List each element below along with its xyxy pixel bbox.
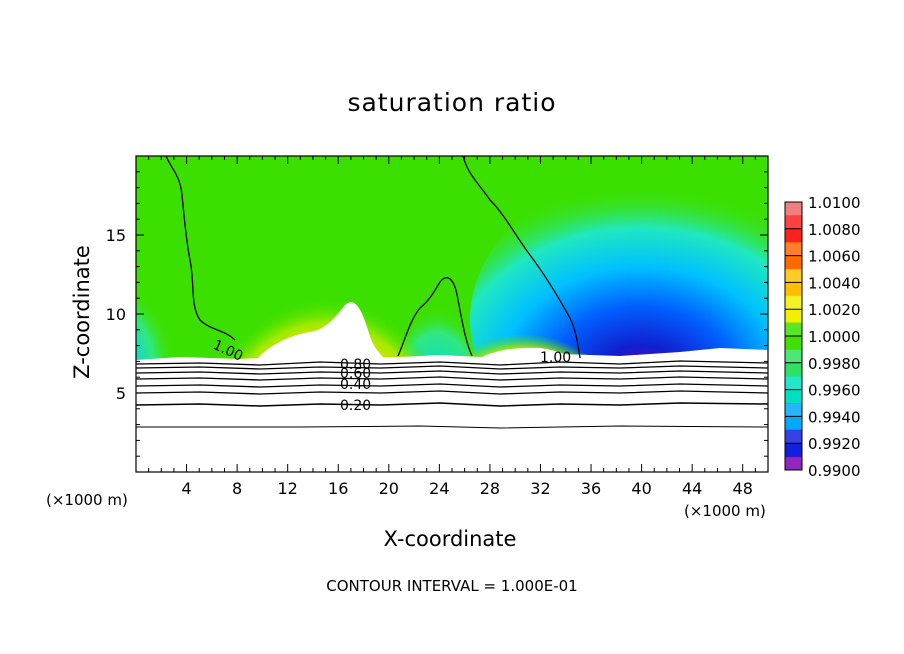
colorbar-swatch — [785, 376, 802, 391]
x-tick-label: 4 — [181, 479, 191, 498]
contour-lines — [136, 156, 768, 429]
colorbar-tick-label: 0.9960 — [808, 382, 861, 400]
colorbar-tick-label: 0.9900 — [808, 462, 861, 480]
y-tick-label: 10 — [106, 305, 126, 324]
x-tick-label: 40 — [631, 479, 651, 498]
x-axis-label: X-coordinate — [383, 527, 517, 551]
y-tick-label: 15 — [106, 226, 126, 245]
colorbar-swatch — [785, 215, 802, 230]
colorbar-tick-label: 0.9940 — [808, 408, 861, 426]
colorbar-swatch — [785, 349, 802, 364]
x-tick-label: 28 — [480, 479, 500, 498]
colorbar-swatch — [785, 443, 802, 458]
x-tick-label: 44 — [682, 479, 702, 498]
colorbar-tick-label: 1.0020 — [808, 301, 861, 319]
colorbar-swatch — [785, 242, 802, 257]
contour-interval-note: CONTOUR INTERVAL = 1.000E-01 — [326, 577, 578, 595]
chart-title: saturation ratio — [347, 88, 557, 117]
y-axis-label: Z-coordinate — [70, 245, 94, 379]
colorbar-swatch — [785, 416, 802, 431]
x-tick-label: 20 — [379, 479, 399, 498]
contour-label: 1.00 — [540, 350, 571, 366]
colorbar-swatch — [785, 202, 802, 216]
colorbar-swatch — [785, 255, 802, 270]
colorbar-tick-label: 1.0080 — [808, 221, 861, 239]
x-tick-label: 24 — [429, 479, 449, 498]
colorbar-swatch — [785, 295, 802, 310]
x-unit-right: (×1000 m) — [684, 502, 766, 520]
colorbar-swatch — [785, 403, 802, 417]
colorbar-swatch — [785, 322, 802, 337]
colorbar-swatch — [785, 309, 802, 324]
colorbar-tick-label: 0.9980 — [808, 355, 861, 373]
colorbar-tick-label: 0.9920 — [808, 435, 861, 453]
heatmap-field — [136, 156, 768, 472]
contour-label: 0.40 — [340, 377, 371, 393]
x-tick-label: 36 — [581, 479, 601, 498]
y-tick-label: 5 — [116, 384, 126, 403]
colorbar-swatch — [785, 429, 802, 444]
colorbar-swatch — [785, 282, 802, 297]
colorbar-swatch — [785, 336, 802, 350]
colorbar-tick-label: 1.0000 — [808, 328, 861, 346]
colorbar-swatch — [785, 362, 802, 377]
colorbar-swatch — [785, 456, 802, 471]
colorbar-tick-label: 1.0060 — [808, 248, 861, 266]
y-axis: 5 10 15 — [106, 171, 768, 457]
x-axis: 4 8 12 16 20 24 28 32 36 40 44 48 — [148, 156, 756, 498]
x-tick-label: 32 — [530, 479, 550, 498]
contour-label: 0.60 — [340, 366, 371, 382]
colorbar: 1.0100 1.0080 1.0060 1.0040 1.0020 1.0000 0.99… — [784, 194, 861, 480]
contour-label: 0.20 — [340, 398, 371, 414]
contour-label: 0.80 — [340, 357, 371, 373]
colorbar-swatch — [785, 389, 802, 404]
x-tick-label: 48 — [733, 479, 753, 498]
colorbar-swatch — [785, 228, 802, 243]
x-unit-left: (×1000 m) — [46, 491, 128, 509]
x-tick-label: 8 — [232, 479, 242, 498]
x-tick-label: 16 — [328, 479, 348, 498]
colorbar-swatch — [785, 269, 802, 283]
colorbar-tick-label: 1.0100 — [808, 194, 861, 212]
x-tick-label: 12 — [278, 479, 298, 498]
colorbar-tick-label: 1.0040 — [808, 274, 861, 292]
